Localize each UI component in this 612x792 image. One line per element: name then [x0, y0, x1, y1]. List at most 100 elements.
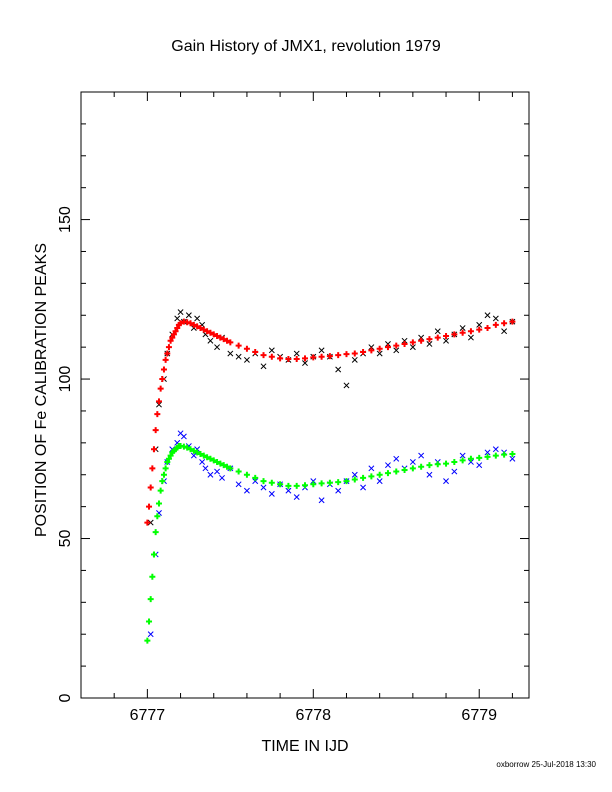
y-tick-label: 150	[57, 206, 74, 233]
data-point	[162, 356, 169, 363]
chart-title: Gain History of JMX1, revolution 1979	[171, 38, 441, 55]
data-point	[147, 596, 154, 603]
data-point	[293, 494, 300, 501]
data-point	[484, 453, 491, 460]
data-point	[147, 519, 154, 526]
data-point	[199, 459, 206, 465]
data-point	[146, 618, 153, 625]
data-point	[376, 350, 383, 357]
data-point	[335, 352, 342, 359]
data-point	[310, 478, 317, 485]
data-point	[426, 336, 433, 343]
data-point	[174, 325, 181, 332]
data-point	[343, 478, 350, 485]
data-point	[451, 468, 458, 475]
x-tick-label: 6778	[295, 707, 331, 724]
data-point	[174, 315, 181, 322]
data-point	[144, 519, 151, 526]
data-point	[227, 465, 234, 472]
data-point	[227, 350, 234, 357]
data-point	[293, 482, 300, 489]
data-point	[360, 474, 367, 481]
data-point	[293, 350, 300, 357]
data-point	[217, 334, 224, 341]
data-point	[368, 473, 375, 480]
data-point	[151, 551, 158, 558]
data-point	[160, 471, 167, 478]
data-point	[443, 460, 450, 467]
data-point	[418, 463, 425, 470]
data-point	[376, 345, 383, 352]
data-point	[409, 339, 416, 346]
data-point	[160, 366, 167, 373]
data-point	[167, 452, 174, 459]
data-point	[318, 480, 325, 487]
y-tick-label: 100	[57, 366, 74, 393]
data-point	[351, 350, 358, 357]
y-tick-label: 50	[57, 530, 74, 548]
data-point	[260, 363, 267, 370]
data-point	[476, 326, 483, 333]
data-point	[214, 344, 221, 351]
x-tick-label: 6777	[130, 707, 166, 724]
data-point	[418, 337, 425, 344]
data-point	[467, 334, 474, 341]
series-1	[147, 430, 516, 638]
data-point	[393, 347, 400, 354]
data-point	[202, 465, 209, 472]
data-point	[476, 321, 483, 328]
data-point	[180, 433, 187, 440]
data-point	[151, 446, 158, 453]
data-point	[467, 328, 474, 335]
data-point	[492, 446, 499, 453]
data-point	[157, 487, 164, 494]
data-point	[434, 334, 441, 341]
data-point	[194, 449, 201, 456]
data-point	[243, 345, 250, 352]
data-point	[190, 321, 197, 328]
data-point	[302, 360, 308, 367]
data-point	[224, 337, 231, 344]
footer-timestamp: oxborrow 25-Jul-2018 13:30	[496, 760, 596, 769]
data-point	[318, 497, 325, 504]
data-point	[252, 478, 259, 485]
data-point	[384, 344, 391, 351]
data-point	[509, 455, 516, 462]
data-point	[285, 487, 292, 494]
data-point	[376, 478, 383, 485]
data-point	[351, 471, 358, 478]
data-point	[484, 449, 491, 456]
data-point	[459, 457, 466, 464]
data-point	[285, 355, 292, 362]
data-point	[154, 411, 161, 418]
data-point	[443, 337, 449, 344]
data-point	[207, 471, 214, 478]
data-point	[147, 631, 154, 638]
data-point	[277, 355, 284, 362]
data-point	[368, 344, 375, 351]
data-point	[501, 451, 508, 458]
data-point	[149, 573, 156, 580]
data-point	[293, 355, 300, 362]
data-point	[187, 446, 194, 453]
data-point	[501, 328, 508, 335]
data-point	[409, 459, 416, 465]
data-point	[268, 490, 275, 497]
data-point	[214, 332, 221, 339]
data-point	[351, 356, 358, 363]
data-point	[220, 336, 227, 343]
data-point	[467, 459, 474, 465]
series-2	[144, 318, 516, 526]
data-point	[235, 468, 242, 475]
data-point	[459, 325, 466, 331]
x-tick-label: 6779	[461, 707, 497, 724]
plot-frame	[80, 91, 530, 699]
data-point	[376, 471, 383, 478]
data-point	[167, 337, 174, 344]
data-point	[152, 427, 159, 434]
data-point	[194, 315, 201, 322]
data-point	[409, 344, 416, 351]
data-point	[204, 454, 211, 461]
data-point	[260, 352, 267, 359]
data-point	[343, 382, 350, 389]
